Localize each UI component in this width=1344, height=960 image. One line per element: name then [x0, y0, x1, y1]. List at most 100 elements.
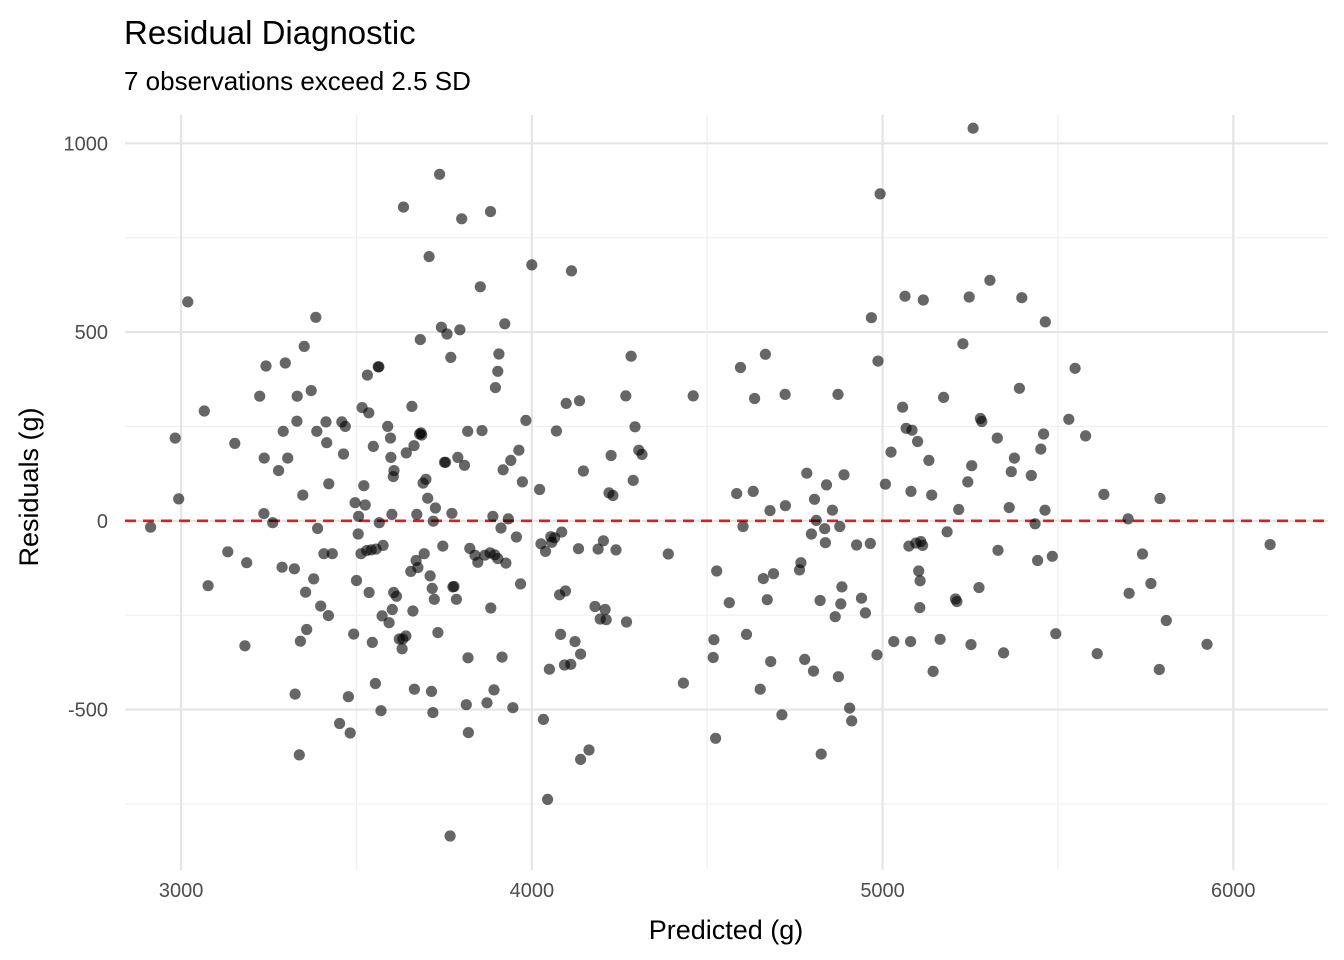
data-point — [408, 440, 420, 452]
data-point — [367, 440, 379, 452]
data-point — [967, 122, 979, 134]
data-point — [305, 385, 317, 397]
data-point — [767, 568, 780, 580]
data-point — [583, 744, 595, 756]
data-point — [427, 515, 439, 527]
data-point — [708, 634, 720, 646]
data-point — [450, 593, 462, 605]
data-point — [973, 582, 985, 594]
data-point — [526, 259, 538, 271]
x-tick-label: 4000 — [510, 880, 555, 902]
data-point — [326, 548, 338, 560]
data-point — [844, 702, 856, 714]
data-point — [229, 437, 241, 449]
data-point — [1069, 362, 1081, 374]
data-point — [182, 296, 194, 308]
data-point — [938, 391, 950, 403]
data-point — [537, 713, 550, 726]
data-point — [312, 522, 324, 535]
data-point — [222, 546, 234, 558]
data-point — [321, 437, 333, 449]
data-point — [363, 407, 375, 419]
data-point — [963, 291, 975, 303]
data-point — [513, 444, 525, 456]
data-point — [1029, 518, 1041, 530]
data-point — [495, 522, 507, 534]
data-point — [906, 424, 918, 436]
data-point — [1080, 430, 1092, 442]
data-point — [1013, 382, 1025, 394]
data-point — [452, 451, 464, 463]
data-point — [607, 489, 619, 502]
data-point — [710, 732, 722, 744]
data-point — [1039, 316, 1051, 328]
data-point — [500, 557, 512, 569]
data-point — [779, 388, 791, 400]
data-point — [420, 473, 432, 485]
data-point — [497, 464, 509, 476]
data-point — [396, 643, 408, 655]
data-point — [310, 311, 322, 323]
data-point — [855, 592, 868, 604]
axis-ticks: 3000 4000 5000 6000 -500 0 500 1000 — [64, 133, 1256, 902]
chart-subtitle: 7 observations exceed 2.5 SD — [124, 66, 471, 96]
data-point — [361, 369, 373, 381]
data-point — [458, 459, 471, 471]
data-point — [376, 610, 388, 622]
data-point — [829, 611, 841, 623]
data-point — [776, 709, 788, 721]
data-point — [569, 636, 581, 648]
data-point — [627, 474, 639, 486]
data-point — [1091, 648, 1103, 660]
x-axis-title: Predicted (g) — [649, 915, 804, 945]
data-point — [764, 505, 776, 517]
data-point — [474, 281, 486, 293]
data-point — [434, 168, 446, 180]
data-point — [348, 628, 360, 640]
data-point — [834, 520, 846, 533]
data-point — [462, 425, 474, 437]
data-point — [1123, 587, 1135, 599]
data-point — [1038, 428, 1050, 440]
data-point — [460, 699, 472, 711]
x-tick-label: 6000 — [1211, 880, 1256, 902]
data-point — [998, 647, 1010, 659]
data-point — [991, 432, 1003, 444]
data-point — [620, 616, 633, 628]
data-point — [502, 513, 514, 525]
y-tick-label: 500 — [75, 322, 108, 344]
data-point — [258, 452, 270, 464]
data-point — [1008, 452, 1021, 464]
data-point — [386, 508, 398, 520]
data-point — [819, 537, 832, 549]
data-point — [835, 598, 847, 610]
data-point — [815, 748, 827, 760]
data-point — [927, 665, 939, 678]
data-point — [810, 514, 822, 527]
data-point — [629, 421, 641, 433]
data-point — [859, 607, 872, 619]
data-point — [864, 537, 876, 550]
data-point — [577, 465, 590, 477]
data-point — [510, 531, 522, 543]
data-point — [267, 517, 279, 529]
data-point — [386, 603, 398, 616]
data-point — [298, 340, 310, 352]
data-point — [383, 617, 395, 629]
data-point — [499, 318, 511, 330]
data-point — [462, 652, 474, 664]
data-point — [838, 469, 850, 481]
data-point — [493, 348, 505, 360]
data-point — [539, 545, 552, 558]
data-point — [437, 540, 449, 552]
data-point — [1032, 554, 1044, 567]
data-point — [707, 651, 719, 664]
data-point — [754, 683, 766, 695]
data-point — [254, 390, 266, 402]
data-point — [934, 633, 946, 645]
data-point — [765, 656, 777, 668]
data-point — [173, 493, 185, 505]
data-point — [318, 548, 330, 560]
data-point — [565, 658, 577, 670]
data-point — [424, 570, 436, 582]
